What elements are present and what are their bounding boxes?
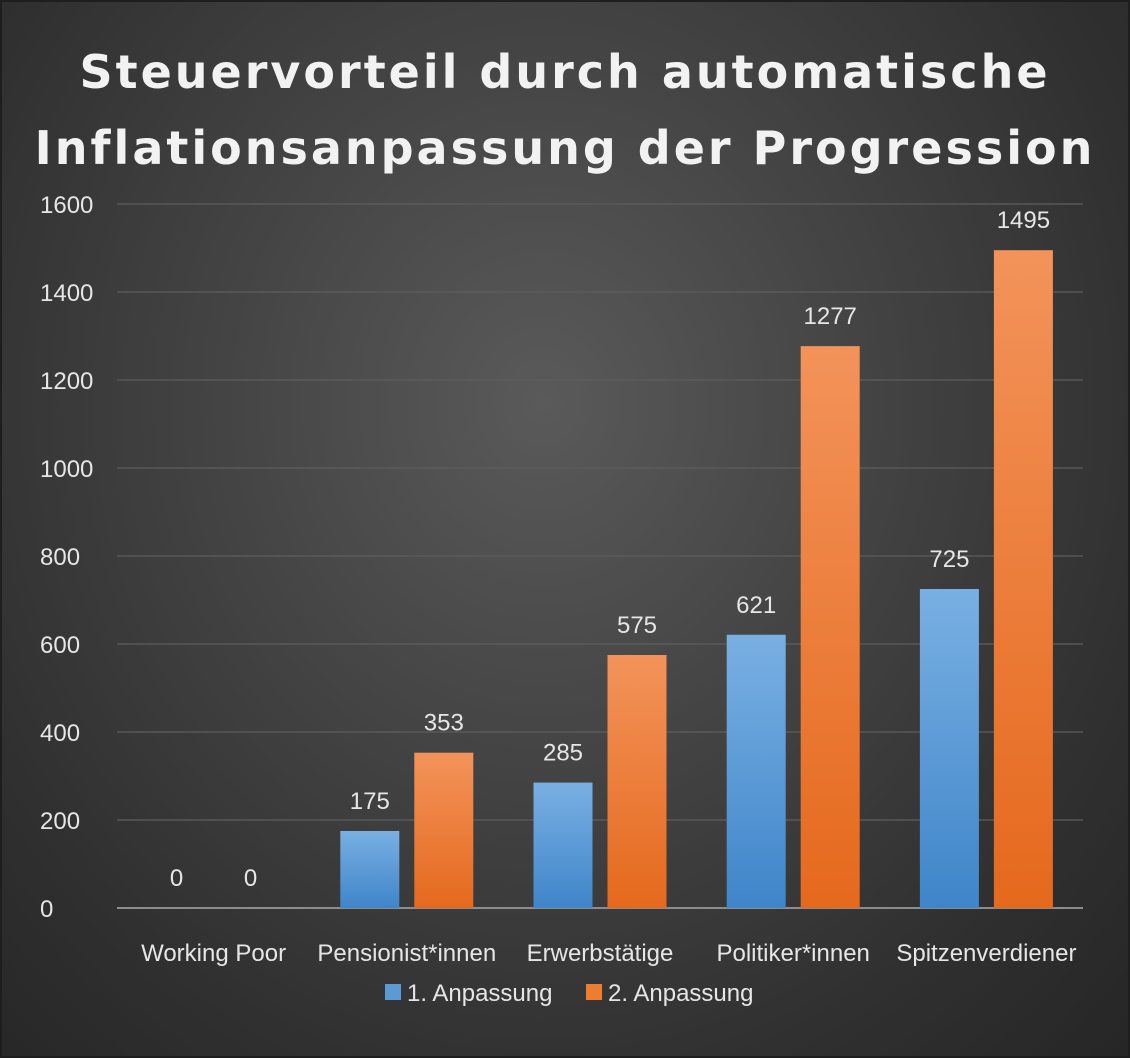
data-label-2-5: 1495 bbox=[997, 207, 1050, 234]
chart-title-line-2: Inflationsanpassung der Progression bbox=[35, 121, 1096, 175]
bar-2-4 bbox=[800, 346, 860, 908]
bar-2-2 bbox=[414, 752, 474, 908]
y-axis-ticks: 0 200 400 600 800 1000 1200 1400 1600 bbox=[40, 192, 93, 923]
y-tick-label-400: 400 bbox=[40, 720, 80, 747]
data-label-1-2: 175 bbox=[350, 788, 390, 815]
bar-1-5 bbox=[919, 589, 979, 908]
category-label-3: Erwerbstätige bbox=[527, 940, 674, 967]
data-label-1-3: 285 bbox=[543, 740, 583, 767]
y-tick-label-0: 0 bbox=[40, 896, 53, 923]
bar-1-3 bbox=[533, 782, 593, 908]
category-label-5: Spitzenverdiener bbox=[896, 940, 1076, 967]
data-label-1-1: 0 bbox=[170, 865, 183, 892]
bars bbox=[340, 250, 1053, 908]
bar-1-2 bbox=[340, 831, 400, 908]
category-label-1: Working Poor bbox=[141, 940, 286, 967]
data-label-2-3: 575 bbox=[617, 612, 657, 639]
legend: 1. Anpassung 2. Anpassung bbox=[385, 980, 753, 1007]
legend-swatch-1 bbox=[385, 984, 401, 1000]
y-tick-label-1400: 1400 bbox=[40, 280, 93, 307]
y-tick-label-600: 600 bbox=[40, 632, 80, 659]
category-labels: Working Poor Pensionist*innen Erwerbstätig… bbox=[141, 940, 1076, 967]
data-label-2-4: 1277 bbox=[804, 303, 857, 330]
legend-swatch-2 bbox=[586, 984, 602, 1000]
category-label-4: Politiker*innen bbox=[716, 940, 869, 967]
legend-label-1: 1. Anpassung bbox=[407, 980, 552, 1007]
y-tick-label-200: 200 bbox=[40, 808, 80, 835]
bar-1-4 bbox=[726, 634, 786, 908]
legend-label-2: 2. Anpassung bbox=[608, 980, 753, 1007]
data-labels: 0 0 175 353 285 575 621 1277 725 1495 bbox=[170, 207, 1050, 892]
data-label-1-5: 725 bbox=[929, 546, 969, 573]
y-tick-label-1000: 1000 bbox=[40, 456, 93, 483]
bar-2-5 bbox=[993, 250, 1053, 908]
chart-title-line-1: Steuervorteil durch automatische bbox=[79, 45, 1050, 99]
data-label-2-2: 353 bbox=[424, 710, 464, 737]
y-tick-label-1200: 1200 bbox=[40, 368, 93, 395]
category-label-2: Pensionist*innen bbox=[317, 940, 496, 967]
data-label-1-4: 621 bbox=[736, 592, 776, 619]
y-tick-label-1600: 1600 bbox=[40, 192, 93, 219]
y-tick-label-800: 800 bbox=[40, 544, 80, 571]
data-label-2-1: 0 bbox=[244, 865, 257, 892]
bar-2-3 bbox=[607, 655, 667, 908]
